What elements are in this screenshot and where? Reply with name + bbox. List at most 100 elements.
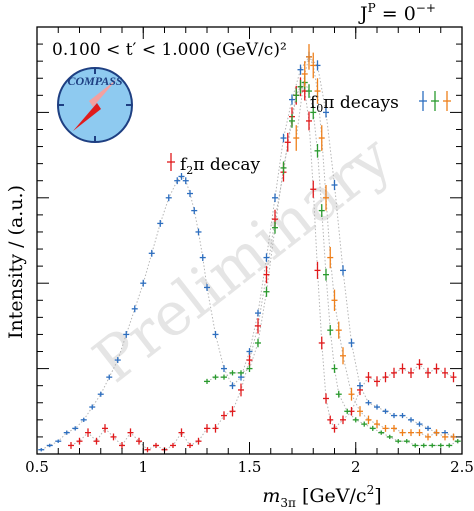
data-point bbox=[157, 220, 164, 227]
fit-curve-2 bbox=[206, 81, 459, 446]
data-point bbox=[178, 173, 185, 180]
data-point bbox=[191, 207, 198, 215]
data-point bbox=[293, 125, 300, 151]
data-point bbox=[272, 221, 278, 234]
data-point bbox=[284, 132, 291, 152]
data-point bbox=[238, 383, 244, 397]
data-point bbox=[340, 265, 346, 276]
data-point bbox=[348, 387, 355, 401]
data-point bbox=[310, 52, 317, 79]
data-point bbox=[403, 439, 410, 444]
data-point bbox=[382, 372, 389, 383]
data-point bbox=[446, 443, 453, 448]
svg-text:f0π decays: f0π decays bbox=[310, 93, 399, 115]
data-point bbox=[399, 363, 406, 374]
data-point bbox=[395, 439, 402, 444]
data-point bbox=[412, 443, 419, 448]
data-point bbox=[93, 437, 100, 445]
data-point bbox=[318, 336, 325, 350]
data-point bbox=[408, 417, 414, 423]
data-point bbox=[263, 253, 270, 262]
data-point bbox=[408, 429, 414, 437]
data-point bbox=[289, 114, 295, 128]
x-tick-label: 1 bbox=[138, 458, 148, 476]
data-point bbox=[450, 372, 457, 383]
data-point bbox=[365, 372, 372, 383]
data-point bbox=[89, 404, 96, 410]
data-point bbox=[148, 249, 155, 257]
fit-curves bbox=[41, 55, 459, 451]
data-point bbox=[255, 318, 261, 334]
tprime-range-label: 0.100 < t′ < 1.000 (GeV/c)² bbox=[52, 40, 287, 60]
data-point bbox=[331, 179, 338, 191]
data-point bbox=[344, 408, 351, 414]
data-point bbox=[306, 111, 312, 131]
data-point bbox=[408, 367, 414, 378]
data-point bbox=[80, 417, 87, 422]
compass-logo: COMPASS bbox=[57, 67, 133, 143]
data-point bbox=[454, 439, 461, 444]
data-point bbox=[195, 228, 202, 236]
data-point bbox=[114, 357, 121, 364]
annotation-f0pi: f0π decays bbox=[310, 91, 451, 115]
data-point bbox=[72, 426, 79, 431]
data-point bbox=[323, 107, 329, 118]
data-point bbox=[391, 367, 397, 378]
data-point bbox=[425, 425, 431, 431]
data-point bbox=[442, 433, 448, 441]
data-point bbox=[229, 382, 236, 390]
data-point bbox=[68, 442, 74, 449]
data-point bbox=[433, 363, 440, 374]
data-point bbox=[310, 105, 317, 120]
data-point bbox=[46, 443, 53, 448]
data-point bbox=[204, 378, 210, 384]
compass-logo-text: COMPASS bbox=[67, 74, 122, 88]
data-point bbox=[416, 421, 423, 427]
data-point bbox=[229, 370, 236, 376]
data-point bbox=[238, 370, 244, 376]
data-point bbox=[119, 442, 125, 449]
data-point bbox=[425, 367, 431, 378]
data-point bbox=[289, 94, 295, 105]
data-point bbox=[255, 338, 261, 348]
data-point bbox=[293, 88, 300, 103]
data-point bbox=[297, 64, 304, 75]
data-point bbox=[76, 437, 83, 445]
data-point bbox=[369, 425, 376, 431]
data-point bbox=[357, 382, 363, 390]
data-point bbox=[212, 374, 219, 380]
data-point bbox=[382, 408, 389, 414]
data-point bbox=[165, 194, 172, 202]
data-point bbox=[110, 433, 117, 441]
data-point bbox=[365, 400, 372, 406]
data-point bbox=[386, 434, 393, 440]
data-point bbox=[327, 246, 334, 269]
data-point bbox=[399, 413, 406, 419]
data-point bbox=[348, 338, 355, 348]
data-point bbox=[221, 365, 227, 373]
data-point bbox=[127, 428, 134, 437]
chart-title: JP = 0−+ bbox=[358, 1, 436, 25]
data-point bbox=[97, 391, 104, 397]
data-point bbox=[182, 177, 189, 185]
data-point bbox=[85, 428, 91, 437]
data-point bbox=[416, 429, 423, 437]
data-point bbox=[229, 406, 236, 417]
data-point bbox=[38, 448, 45, 452]
data-point bbox=[199, 254, 206, 261]
data-point bbox=[174, 177, 181, 185]
data-point bbox=[429, 443, 436, 448]
x-axis-label: m3π [GeV/c2] bbox=[262, 483, 381, 510]
data-point bbox=[420, 443, 427, 448]
data-point bbox=[297, 79, 304, 94]
data-point bbox=[144, 447, 151, 453]
data-point bbox=[335, 321, 342, 339]
data-point bbox=[204, 424, 210, 433]
x-tick-label: 1.5 bbox=[238, 458, 262, 476]
data-point bbox=[335, 390, 342, 398]
svg-text:f2π decay: f2π decay bbox=[180, 155, 260, 177]
data-point bbox=[416, 359, 423, 370]
data-point bbox=[170, 442, 176, 449]
data-point bbox=[221, 411, 227, 420]
data-point bbox=[246, 353, 253, 367]
